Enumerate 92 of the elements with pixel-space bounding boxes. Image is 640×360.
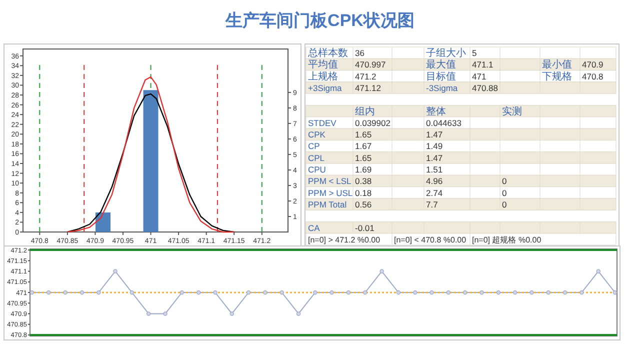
text: 0: [502, 188, 507, 198]
point: [512, 290, 518, 295]
point: [113, 269, 118, 274]
text: 1.65: [355, 130, 372, 140]
point: [496, 290, 500, 295]
point: [562, 290, 568, 295]
text: 7.7: [426, 199, 438, 210]
point: [396, 290, 401, 295]
text: 1.65: [355, 152, 372, 163]
text: 1.47: [426, 152, 443, 163]
text: CPU: [308, 164, 326, 174]
point: [313, 290, 318, 295]
point: [580, 290, 584, 295]
text: -0.01: [355, 222, 375, 233]
point: [80, 290, 84, 295]
point: [263, 290, 268, 295]
text: PPM Total: [308, 199, 347, 210]
point: [462, 290, 468, 295]
text: 最大值: [426, 58, 456, 71]
text: [n=0] < 470.8 %0.00: [394, 235, 467, 244]
text: PPM < LSL: [308, 176, 352, 186]
point: [196, 290, 201, 295]
text: 整体: [426, 105, 446, 118]
point: [213, 290, 218, 295]
chart-title: 生产车间门板CPK状况图: [224, 11, 414, 30]
point: [413, 290, 418, 295]
text: 471.2: [355, 71, 377, 82]
text: 组内: [355, 105, 375, 118]
text: [n=0] > 471.2 %0.00: [308, 235, 381, 244]
text: 470.997: [355, 60, 386, 70]
point: [246, 290, 251, 295]
text: 5: [472, 48, 477, 58]
point: [346, 290, 351, 295]
text: 470.88: [472, 82, 498, 93]
text: 1.51: [426, 164, 443, 174]
text: CPK: [308, 130, 326, 140]
text: PPM > USL: [308, 188, 353, 198]
text: 471.1: [472, 60, 494, 70]
point: [480, 290, 484, 295]
text: 0.039902: [355, 118, 391, 128]
point: [146, 312, 151, 316]
point: [180, 290, 184, 295]
text: -3Sigma: [426, 82, 458, 93]
point: [546, 290, 550, 295]
point: [30, 290, 34, 295]
text: 平均值: [308, 58, 338, 71]
point: [280, 290, 284, 295]
point: [363, 290, 368, 295]
text: 36: [355, 48, 365, 58]
text: 470.9: [582, 60, 604, 70]
point: [446, 290, 451, 295]
point: [46, 290, 51, 295]
text: 471.12: [355, 82, 382, 93]
point: [330, 290, 334, 295]
text: 子组大小: [426, 47, 466, 59]
text: 实测: [502, 105, 522, 118]
text: 1.69: [355, 164, 372, 174]
text: 下规格: [542, 70, 572, 82]
text: 0.18: [355, 188, 372, 198]
text: +3Sigma: [308, 82, 342, 93]
point: [430, 290, 434, 295]
text: 0.044633: [426, 118, 462, 128]
text: [n=0] 超规格 %0.00: [472, 235, 542, 244]
text: 0: [502, 199, 507, 210]
text: 2.74: [426, 188, 443, 198]
text: 0: [502, 176, 507, 186]
text: CP: [308, 141, 320, 152]
point: [380, 269, 384, 274]
text: 471: [472, 71, 486, 82]
text: 最小值: [542, 58, 572, 71]
text: STDEV: [308, 118, 337, 128]
text: 目标值: [426, 70, 456, 82]
point: [63, 290, 68, 295]
text: 1.47: [426, 130, 443, 140]
text: 上规格: [308, 70, 338, 82]
point: [163, 312, 168, 316]
text: 总样本数: [307, 47, 348, 59]
text: CA: [308, 222, 320, 233]
point: [96, 290, 101, 295]
point: [296, 312, 301, 316]
text: 1.67: [355, 141, 372, 152]
point: [130, 290, 134, 295]
text: 1.49: [426, 141, 443, 152]
text: 470.8: [582, 71, 604, 82]
point: [230, 312, 234, 316]
text: 4.96: [426, 176, 443, 186]
text: CPL: [308, 152, 325, 163]
text: 0.56: [355, 199, 372, 210]
point: [530, 290, 534, 295]
text: 0.38: [355, 176, 372, 186]
point: [612, 290, 618, 295]
point: [596, 269, 600, 274]
